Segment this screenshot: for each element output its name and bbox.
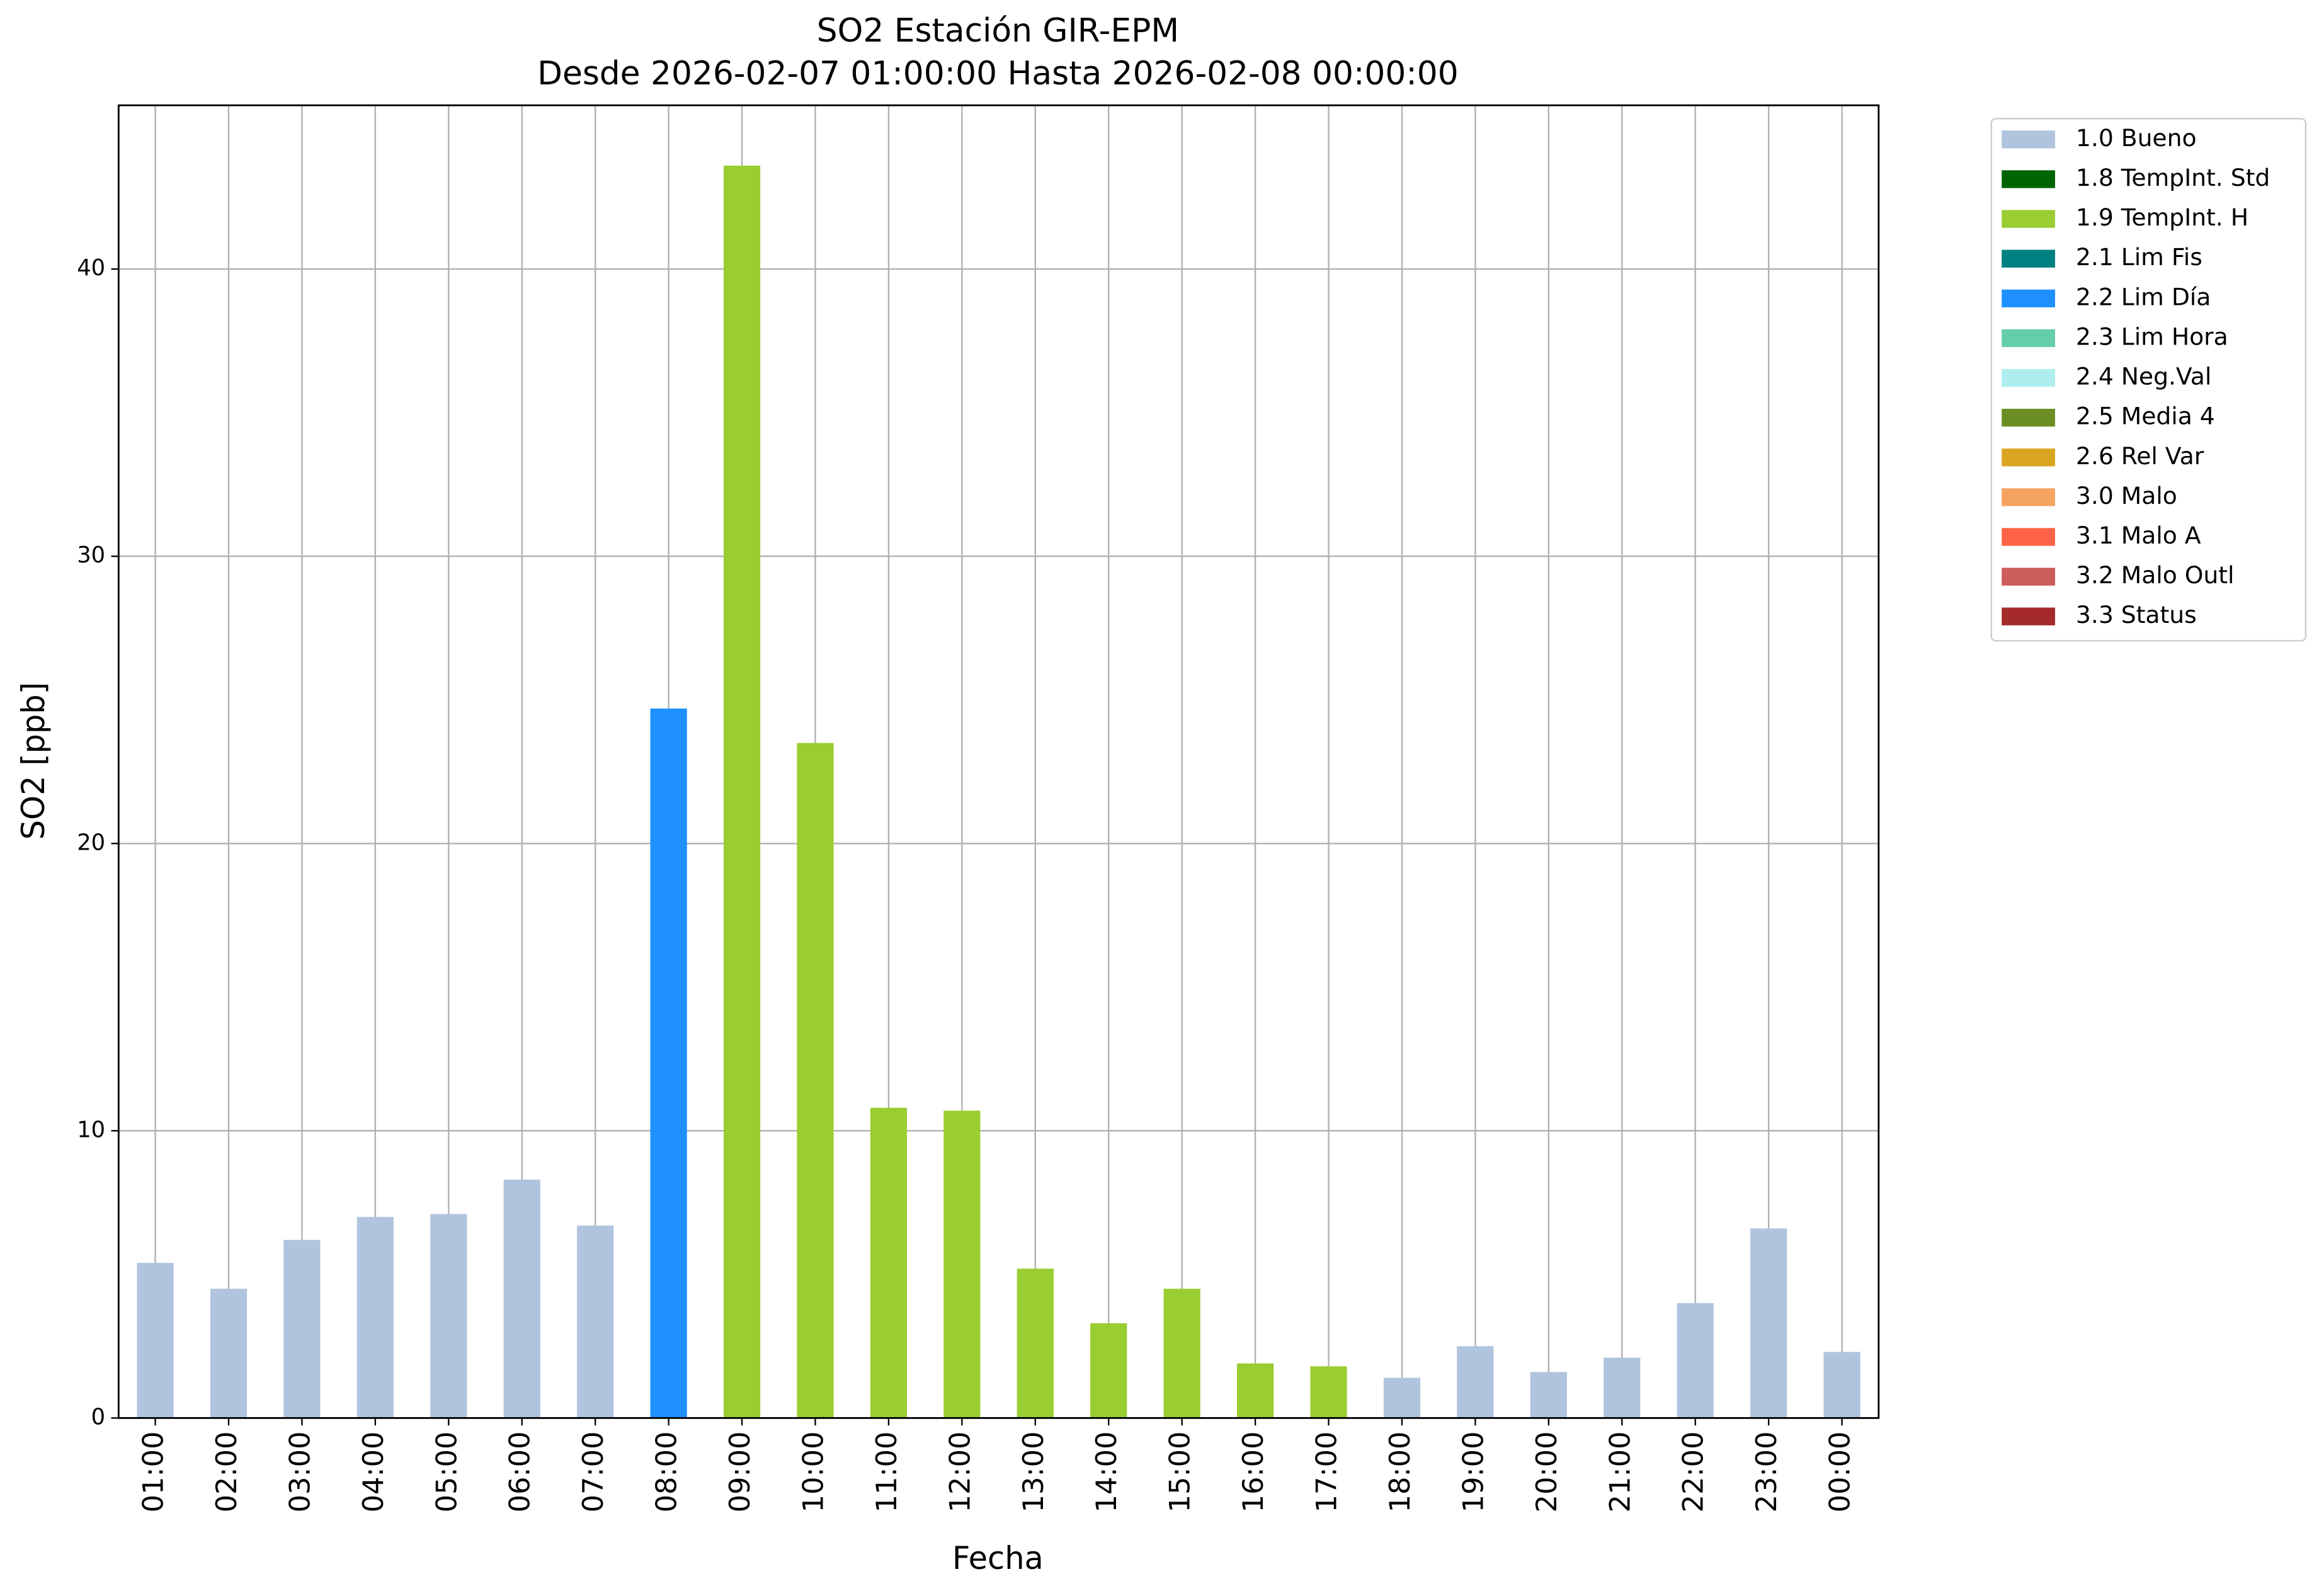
bar (1530, 1372, 1567, 1418)
bar (870, 1107, 908, 1418)
legend-swatch (2002, 130, 2055, 149)
chart-title: SO2 Estación GIR-EPM (817, 12, 1179, 50)
legend-swatch (2002, 448, 2055, 467)
x-tick-label: 17:00 (1310, 1432, 1343, 1513)
legend-swatch (2002, 170, 2055, 188)
bar (1750, 1228, 1787, 1418)
bar (797, 743, 834, 1418)
x-axis-label: Fecha (952, 1540, 1044, 1576)
x-tick-label: 05:00 (430, 1432, 463, 1513)
legend-label: 3.1 Malo A (2076, 522, 2201, 549)
chart-subtitle: Desde 2026-02-07 01:00:00 Hasta 2026-02-… (537, 55, 1459, 93)
legend-label: 2.4 Neg.Val (2076, 363, 2211, 390)
bar (137, 1263, 174, 1418)
legend-swatch (2002, 289, 2055, 307)
bar (1677, 1302, 1714, 1418)
x-tick-label: 14:00 (1090, 1432, 1123, 1513)
x-tick-label: 13:00 (1017, 1432, 1050, 1513)
x-tick-label: 02:00 (210, 1432, 243, 1513)
bars (137, 165, 1860, 1418)
x-tick-label: 07:00 (576, 1432, 610, 1513)
bar (723, 165, 761, 1418)
y-tick-label: 20 (77, 829, 105, 855)
x-tick-label: 08:00 (650, 1432, 683, 1513)
x-tick-label: 19:00 (1456, 1432, 1490, 1513)
legend-label: 3.2 Malo Outl (2076, 561, 2235, 589)
x-tick-label: 22:00 (1677, 1432, 1710, 1513)
x-tick-label: 03:00 (283, 1432, 316, 1513)
bar (210, 1289, 248, 1418)
legend-label: 3.3 Status (2076, 601, 2197, 629)
bar (1163, 1289, 1200, 1418)
legend-swatch (2002, 528, 2055, 546)
legend-label: 2.3 Lim Hora (2076, 322, 2228, 350)
x-tick-label: 20:00 (1530, 1432, 1563, 1513)
y-tick-label: 10 (77, 1117, 105, 1143)
bar (577, 1225, 614, 1418)
x-tick-label: 01:00 (137, 1432, 170, 1513)
legend-label: 2.2 Lim Día (2076, 283, 2211, 311)
legend-box (1990, 118, 2306, 642)
y-axis-label: SO2 [ppb] (15, 682, 52, 840)
bar (503, 1179, 540, 1418)
y-tick-label: 40 (77, 255, 105, 281)
bar (1310, 1366, 1347, 1418)
legend-label: 1.8 TempInt. Std (2076, 164, 2270, 191)
legend-swatch (2002, 210, 2055, 228)
legend-swatch (2002, 607, 2055, 625)
legend-label: 2.6 Rel Var (2076, 442, 2204, 470)
x-tick-label: 12:00 (943, 1432, 976, 1513)
legend-swatch (2002, 409, 2055, 427)
legend: 1.0 Bueno 1.8 TempInt. Std 1.9 TempInt. H 2… (1990, 118, 2306, 642)
x-tick-label: 23:00 (1750, 1432, 1783, 1513)
bar (943, 1110, 981, 1418)
plot-frame (117, 104, 1880, 1419)
bar (1823, 1352, 1860, 1418)
legend-label: 2.1 Lim Fis (2076, 243, 2202, 271)
x-tick-label: 04:00 (356, 1432, 390, 1513)
bar (283, 1240, 321, 1418)
legend-label: 3.0 Malo (2076, 482, 2177, 510)
legend-swatch (2002, 329, 2055, 348)
legend-swatch (2002, 488, 2055, 506)
bar (650, 708, 687, 1418)
legend-label: 2.5 Media 4 (2076, 402, 2215, 430)
bar (430, 1214, 467, 1418)
x-tick-label: 15:00 (1163, 1432, 1197, 1513)
y-tick-label: 30 (77, 542, 105, 568)
x-tick-label: 18:00 (1383, 1432, 1416, 1513)
x-tick-label: 11:00 (870, 1432, 903, 1513)
bar (1090, 1323, 1127, 1418)
bar (356, 1217, 394, 1418)
legend-swatch (2002, 567, 2055, 586)
legend-label: 1.0 Bueno (2076, 124, 2197, 152)
legend-swatch (2002, 368, 2055, 387)
legend-label: 1.9 TempInt. H (2076, 203, 2248, 231)
x-tick-label: 16:00 (1236, 1432, 1270, 1513)
x-tick-label: 00:00 (1823, 1432, 1857, 1513)
bar (1604, 1357, 1641, 1418)
bar (1457, 1346, 1494, 1418)
bar (1017, 1268, 1054, 1418)
legend-swatch (2002, 249, 2055, 268)
x-tick-label: 06:00 (503, 1432, 537, 1513)
y-tick-label: 0 (91, 1404, 105, 1430)
x-tick-label: 10:00 (796, 1432, 829, 1513)
bar (1236, 1363, 1274, 1418)
bar (1383, 1377, 1421, 1418)
x-tick-label: 21:00 (1603, 1432, 1636, 1513)
x-tick-label: 09:00 (723, 1432, 756, 1513)
